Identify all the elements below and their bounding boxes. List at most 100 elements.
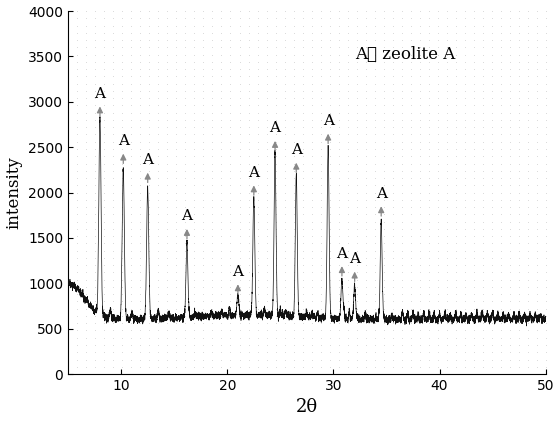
Point [253, 320, 262, 327]
Point [497, 240, 506, 247]
Point [343, 51, 352, 58]
Point [154, 51, 163, 58]
Point [271, 138, 280, 145]
Point [506, 342, 515, 349]
Point [271, 363, 280, 370]
Point [244, 225, 253, 232]
Point [73, 80, 82, 87]
Point [154, 240, 163, 247]
Point [235, 356, 244, 363]
Point [497, 305, 506, 312]
Point [235, 109, 244, 116]
Point [352, 66, 361, 73]
Point [460, 124, 469, 130]
Point [91, 59, 100, 65]
Point [217, 8, 226, 14]
Point [127, 342, 136, 349]
Point [289, 225, 298, 232]
Point [172, 8, 181, 14]
Point [244, 44, 253, 51]
Point [154, 175, 163, 181]
Point [244, 22, 253, 29]
Point [190, 116, 199, 123]
Point [82, 371, 91, 377]
Point [217, 247, 226, 254]
Point [244, 109, 253, 116]
Point [145, 356, 154, 363]
Point [172, 15, 181, 22]
Point [136, 371, 144, 377]
Point [398, 211, 407, 218]
Point [181, 73, 190, 80]
Point [398, 87, 407, 94]
Point [460, 168, 469, 174]
Point [343, 8, 352, 14]
Point [524, 327, 533, 334]
Point [154, 15, 163, 22]
Point [370, 363, 379, 370]
Point [280, 37, 289, 43]
Point [163, 334, 172, 341]
Point [506, 51, 515, 58]
Point [334, 51, 343, 58]
Point [460, 196, 469, 203]
Point [551, 225, 560, 232]
Point [190, 363, 199, 370]
Point [154, 305, 163, 312]
Point [460, 95, 469, 102]
Point [551, 313, 560, 319]
Point [109, 109, 118, 116]
Point [145, 146, 154, 152]
Point [316, 37, 325, 43]
Point [181, 66, 190, 73]
Point [479, 363, 488, 370]
Point [172, 262, 181, 268]
Point [460, 175, 469, 181]
Point [488, 80, 497, 87]
Point [451, 305, 460, 312]
Point [497, 30, 506, 36]
Point [127, 305, 136, 312]
Point [226, 342, 235, 349]
Point [145, 160, 154, 167]
Point [154, 73, 163, 80]
Point [470, 305, 479, 312]
Point [145, 80, 154, 87]
Point [100, 59, 109, 65]
Point [343, 356, 352, 363]
Point [551, 254, 560, 261]
Point [145, 211, 154, 218]
Point [298, 95, 307, 102]
Point [361, 66, 370, 73]
Point [370, 175, 379, 181]
Point [433, 138, 442, 145]
Point [280, 22, 289, 29]
Point [506, 30, 515, 36]
Point [398, 146, 407, 152]
Point [127, 247, 136, 254]
Point [244, 356, 253, 363]
Point [497, 15, 506, 22]
Point [334, 116, 343, 123]
Point [370, 320, 379, 327]
Point [479, 109, 488, 116]
Point [542, 175, 550, 181]
Point [451, 138, 460, 145]
Point [127, 73, 136, 80]
Point [398, 131, 407, 138]
Point [271, 124, 280, 130]
Point [199, 211, 208, 218]
Point [488, 342, 497, 349]
Point [100, 276, 109, 283]
Point [289, 116, 298, 123]
Point [127, 59, 136, 65]
Point [488, 116, 497, 123]
Point [118, 327, 127, 334]
Point [181, 356, 190, 363]
Point [551, 116, 560, 123]
Point [307, 254, 316, 261]
Point [82, 102, 91, 109]
Point [253, 291, 262, 298]
Point [271, 327, 280, 334]
Point [64, 59, 73, 65]
